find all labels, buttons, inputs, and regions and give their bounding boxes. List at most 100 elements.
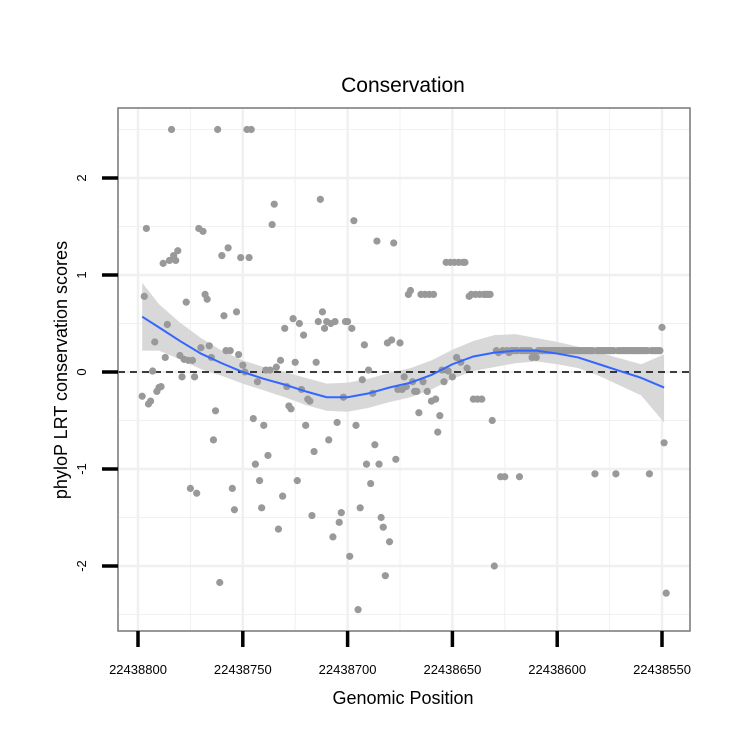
data-point (352, 421, 360, 429)
data-point (488, 416, 496, 425)
data-point (218, 252, 226, 260)
data-point (279, 492, 287, 500)
data-point (232, 308, 241, 316)
data-point (159, 259, 167, 267)
data-point (377, 513, 385, 522)
data-point (348, 324, 356, 332)
data-point (532, 353, 540, 362)
data-point (461, 258, 469, 266)
data-point (337, 509, 345, 517)
data-point (612, 470, 620, 478)
data-point (270, 200, 278, 208)
data-point (331, 317, 339, 326)
data-point (354, 606, 362, 614)
data-point (388, 336, 396, 344)
data-point (260, 421, 268, 429)
data-point (224, 244, 232, 252)
data-point (501, 473, 509, 481)
data-point (515, 473, 524, 481)
data-point (299, 331, 308, 339)
data-point (419, 378, 427, 386)
y-axis-title: phyloP LRT conservation scores (51, 241, 71, 499)
data-point (235, 350, 243, 359)
x-tick-label: 22438700 (319, 662, 377, 677)
data-point (396, 339, 404, 347)
x-tick-label: 22438800 (109, 662, 167, 677)
data-point (178, 373, 186, 381)
data-point (381, 572, 389, 580)
data-point (167, 125, 176, 134)
data-point (344, 317, 352, 326)
data-point (211, 407, 220, 415)
data-point (205, 342, 213, 350)
y-axis: 2 1 0 -1 -2 (74, 174, 118, 572)
data-point (440, 378, 448, 386)
y-tick-label: -2 (74, 560, 89, 572)
data-point (216, 578, 224, 587)
data-point (346, 552, 354, 560)
data-point (463, 364, 471, 372)
data-point (295, 319, 303, 328)
data-point (645, 470, 654, 478)
data-point (228, 484, 236, 492)
data-point (658, 323, 666, 331)
data-point (138, 392, 146, 400)
data-point (423, 387, 431, 395)
y-tick-label: -1 (74, 463, 89, 475)
data-point (486, 290, 494, 298)
data-point (274, 525, 283, 533)
data-point (251, 460, 259, 468)
data-point (291, 358, 299, 366)
data-point (413, 387, 421, 395)
data-point (151, 338, 159, 346)
data-point (415, 409, 423, 417)
data-point (373, 237, 381, 245)
data-point (390, 239, 398, 247)
data-point (186, 484, 194, 492)
data-point (360, 341, 368, 349)
data-point (335, 518, 343, 526)
data-point (182, 298, 190, 306)
data-point (193, 489, 201, 497)
x-axis-title: Genomic Position (332, 688, 473, 708)
data-point (289, 315, 297, 323)
smooth-line (141, 315, 665, 399)
x-tick-label: 22438750 (214, 662, 272, 677)
data-point (375, 460, 383, 468)
data-point (255, 477, 264, 485)
data-point (226, 347, 234, 355)
data-point (429, 290, 438, 298)
data-point (432, 395, 440, 403)
data-point (140, 292, 148, 300)
data-point (239, 361, 247, 369)
data-points (138, 125, 670, 614)
data-point (266, 366, 274, 374)
data-point (314, 317, 322, 326)
data-point (660, 439, 668, 447)
confidence-band (142, 282, 665, 423)
data-point (214, 125, 222, 134)
data-point (199, 227, 207, 235)
data-point (258, 504, 266, 512)
x-tick-label: 22438550 (633, 662, 691, 677)
data-point (190, 373, 199, 381)
data-point (268, 220, 276, 229)
data-point (302, 421, 310, 429)
data-point (157, 382, 165, 391)
data-point (253, 378, 262, 386)
y-tick-label: 1 (74, 271, 89, 278)
data-point (197, 344, 205, 352)
data-point (392, 455, 400, 463)
data-point (146, 397, 155, 405)
data-point (406, 286, 415, 295)
data-point (172, 256, 180, 265)
chart-title: Conservation (341, 74, 465, 97)
data-point (264, 451, 272, 460)
data-point (318, 308, 327, 316)
data-point (434, 428, 442, 436)
data-point (316, 195, 324, 203)
data-point (325, 436, 333, 444)
data-point (237, 253, 245, 262)
data-point (448, 373, 456, 381)
data-point (272, 363, 280, 371)
